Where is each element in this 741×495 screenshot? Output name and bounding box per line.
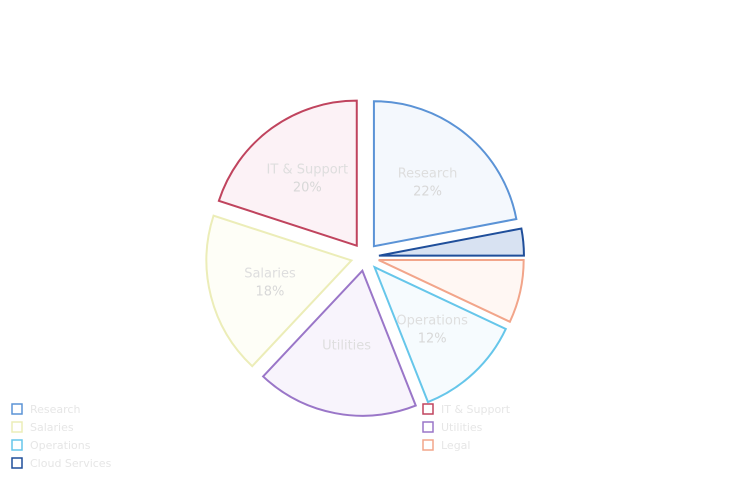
slice-label-salaries: Salaries xyxy=(244,266,296,281)
legend-swatch-utilities xyxy=(422,421,434,433)
legend-label-cloud-services: Cloud Services xyxy=(30,457,112,470)
pie-slice-it-support xyxy=(217,99,358,248)
legend-swatch-legal xyxy=(422,439,434,451)
slice-label-it-support: IT & Support xyxy=(267,163,349,178)
legend-swatch-salaries xyxy=(11,421,23,433)
legend-label-salaries: Salaries xyxy=(30,421,74,434)
slice-label-operations: Operations xyxy=(396,314,468,329)
legend-label-research: Research xyxy=(30,403,80,416)
legend-item-legal: Legal xyxy=(422,439,470,452)
legend-swatch-cloud-services xyxy=(11,457,23,469)
pie-slice-labels: Research 22% Operations 12% Utilities Salarie… xyxy=(244,163,468,354)
legend-item-operations: Operations xyxy=(11,439,91,452)
slice-percent-operations: 12% xyxy=(418,332,447,347)
pie-slice-salaries xyxy=(205,214,354,368)
slice-label-research: Research xyxy=(398,166,458,181)
pie-slice-cloud-services xyxy=(378,227,525,257)
legend-label-legal: Legal xyxy=(441,439,470,452)
slice-percent-salaries: 18% xyxy=(256,284,285,299)
legend-swatch-it-support xyxy=(422,403,434,415)
legend: Research Salaries Operations Cloud Services… xyxy=(11,403,511,470)
slice-label-utilities: Utilities xyxy=(322,338,371,353)
legend-item-utilities: Utilities xyxy=(422,421,483,434)
legend-label-utilities: Utilities xyxy=(441,421,483,434)
legend-swatch-research xyxy=(11,403,23,415)
legend-item-cloud-services: Cloud Services xyxy=(11,457,112,470)
legend-label-operations: Operations xyxy=(30,439,91,452)
pie-slice-legal xyxy=(378,259,525,324)
pie-slice-utilities xyxy=(261,268,418,417)
legend-item-research: Research xyxy=(11,403,80,416)
pie-slice-operations xyxy=(372,265,508,404)
legend-item-salaries: Salaries xyxy=(11,421,74,434)
pie-slice-research xyxy=(372,100,518,248)
legend-item-it-support: IT & Support xyxy=(422,403,511,416)
legend-label-it-support: IT & Support xyxy=(441,403,511,416)
pie-slices xyxy=(205,99,525,417)
legend-swatch-operations xyxy=(11,439,23,451)
slice-percent-it-support: 20% xyxy=(293,181,322,196)
slice-percent-research: 22% xyxy=(413,184,442,199)
